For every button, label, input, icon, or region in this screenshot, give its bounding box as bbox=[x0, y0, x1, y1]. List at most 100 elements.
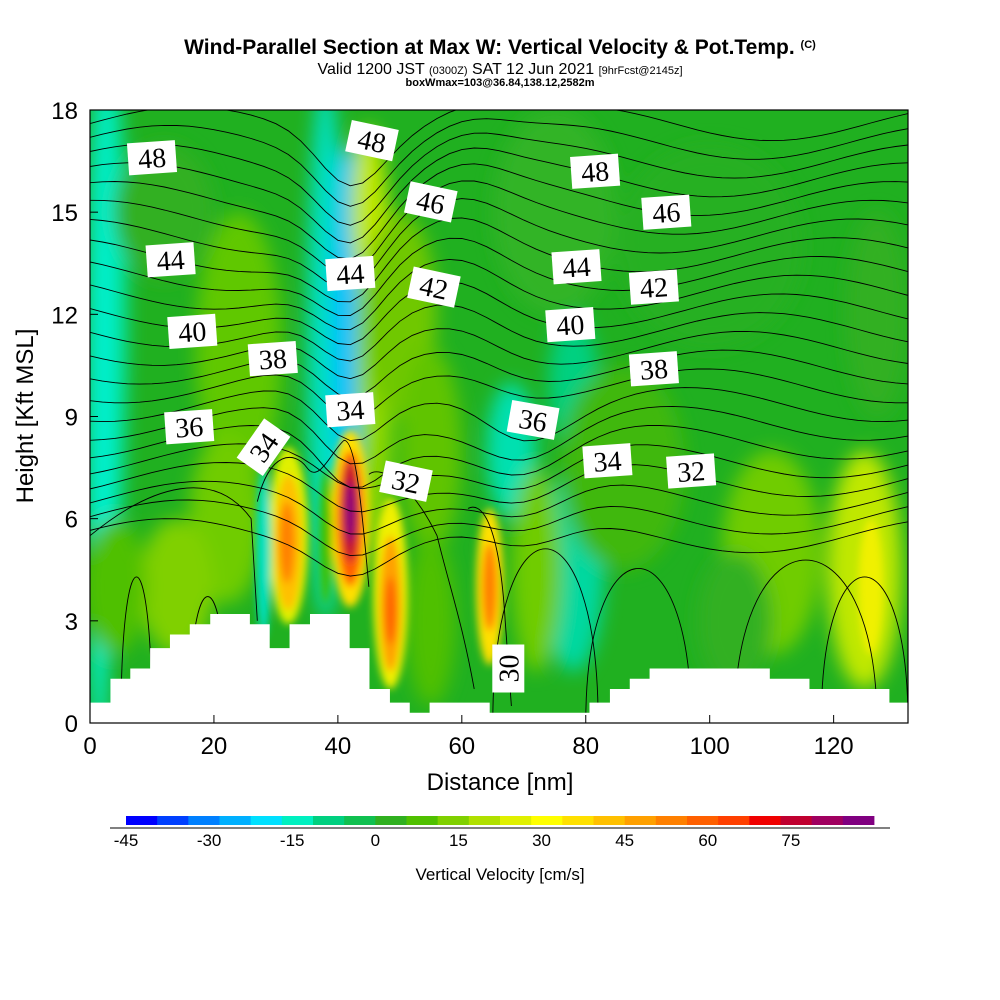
theta-contour-line bbox=[90, 368, 908, 420]
x-tick-label: 40 bbox=[325, 733, 352, 760]
contour-label: 48 bbox=[345, 119, 399, 162]
box-info: boxWmax=103@36.84,138.12,2582m bbox=[405, 77, 595, 89]
contour-label-text: 38 bbox=[258, 344, 288, 377]
x-axis: 0 20 40 60 80 100 120 bbox=[83, 715, 854, 760]
contour-label: 32 bbox=[666, 453, 717, 489]
contour-label: 34 bbox=[325, 392, 376, 428]
colorbar-tick-label: -15 bbox=[280, 831, 305, 850]
contour-label: 36 bbox=[506, 399, 560, 440]
contour-label-text: 38 bbox=[639, 354, 669, 387]
contour-label-text: 42 bbox=[639, 272, 669, 305]
velocity-core bbox=[279, 501, 295, 584]
vertical-velocity-field bbox=[90, 110, 908, 723]
colorbar-swatch bbox=[157, 816, 189, 825]
velocity-region bbox=[90, 518, 146, 655]
theta-contour-line bbox=[256, 439, 370, 587]
contour-label: 40 bbox=[545, 306, 596, 343]
theta-contour-line bbox=[90, 425, 908, 488]
contour-label-box bbox=[551, 249, 602, 285]
contour-label-text: 40 bbox=[555, 310, 585, 343]
contour-label-box bbox=[492, 644, 525, 693]
contour-label: 48 bbox=[570, 153, 621, 189]
contour-label: 40 bbox=[167, 313, 218, 350]
colorbar-swatch bbox=[687, 816, 719, 825]
theta-contour-line bbox=[734, 559, 878, 723]
contour-label-text: 34 bbox=[335, 395, 365, 428]
velocity-region bbox=[846, 212, 908, 417]
contour-label-box bbox=[666, 453, 717, 489]
title-suffix: (C) bbox=[800, 39, 816, 51]
colorbar-tick-label: 60 bbox=[698, 831, 717, 850]
velocity-core bbox=[319, 467, 332, 604]
contour-label-box bbox=[407, 266, 461, 308]
theta-contour-line bbox=[90, 147, 908, 244]
velocity-region bbox=[139, 518, 214, 655]
contour-label-box bbox=[167, 313, 218, 350]
contour-label-text: 32 bbox=[676, 456, 706, 489]
chart-title: Wind-Parallel Section at Max W: Vertical… bbox=[184, 36, 816, 59]
theta-contour-line bbox=[90, 443, 908, 490]
velocity-core bbox=[345, 481, 355, 543]
contour-label-text: 34 bbox=[592, 446, 622, 479]
theta-contour-line bbox=[585, 568, 692, 723]
contour-label-text: 32 bbox=[389, 465, 423, 501]
contour-label: 34 bbox=[582, 443, 633, 479]
colorbar-swatch bbox=[126, 816, 158, 825]
theta-contour-line bbox=[90, 480, 908, 535]
contour-label: 48 bbox=[126, 140, 178, 176]
x-axis-label: Distance [nm] bbox=[427, 769, 574, 796]
y-axis-label: Height [Kft MSL] bbox=[12, 329, 39, 504]
contour-label: 32 bbox=[379, 460, 433, 502]
theta-contour-line bbox=[90, 217, 908, 303]
y-axis: 0 3 6 9 12 15 18 bbox=[51, 98, 98, 738]
theta-contour-line bbox=[90, 258, 908, 331]
vertical-velocity-cores bbox=[256, 430, 884, 689]
theta-contour-line bbox=[90, 110, 908, 187]
contour-label-box bbox=[145, 242, 196, 278]
theta-contour-line bbox=[90, 180, 908, 275]
contour-label-box bbox=[379, 460, 433, 502]
contour-label-box bbox=[641, 194, 692, 230]
colorbar-tick-label: 45 bbox=[615, 831, 634, 850]
contour-label-text: 44 bbox=[562, 252, 592, 285]
contour-label-box bbox=[325, 255, 376, 292]
x-tick-label: 0 bbox=[83, 733, 96, 760]
contour-label: 44 bbox=[551, 249, 602, 285]
theta-contour-line bbox=[90, 163, 908, 260]
theta-contour-line bbox=[90, 132, 908, 226]
theta-contour-line bbox=[90, 405, 908, 465]
colorbar-swatch bbox=[749, 816, 781, 825]
velocity-region bbox=[697, 552, 772, 689]
contour-label-text: 36 bbox=[516, 404, 549, 439]
colorbar-tick-label: 0 bbox=[371, 831, 380, 850]
theta-contour-line bbox=[820, 576, 908, 723]
velocity-core bbox=[384, 576, 397, 645]
colorbar bbox=[110, 816, 890, 829]
velocity-region bbox=[511, 467, 561, 672]
velocity-core bbox=[482, 542, 498, 632]
theta-contour-line bbox=[90, 237, 908, 316]
contour-label-box bbox=[570, 153, 621, 189]
theta-contour-line bbox=[90, 281, 908, 346]
colorbar-swatch bbox=[562, 816, 594, 825]
contour-label: 38 bbox=[247, 340, 298, 377]
colorbar-swatch bbox=[188, 816, 220, 825]
theta-contour-line bbox=[90, 349, 908, 399]
contour-label-text: 46 bbox=[414, 185, 448, 221]
colorbar-ticks: -45 -30 -15 0 15 30 45 60 75 bbox=[114, 831, 801, 850]
contour-label-box bbox=[247, 340, 298, 377]
contour-label-box bbox=[345, 119, 399, 162]
colorbar-swatch bbox=[811, 816, 844, 825]
theta-contours bbox=[90, 110, 908, 723]
contour-label-box bbox=[628, 351, 679, 387]
colorbar-swatch bbox=[344, 816, 376, 825]
contour-label-box bbox=[582, 443, 633, 479]
theta-contour-line bbox=[90, 518, 908, 577]
colorbar-tick-label: -45 bbox=[114, 831, 139, 850]
velocity-core bbox=[256, 467, 271, 638]
contour-label: 46 bbox=[641, 194, 692, 230]
velocity-region bbox=[195, 212, 283, 485]
